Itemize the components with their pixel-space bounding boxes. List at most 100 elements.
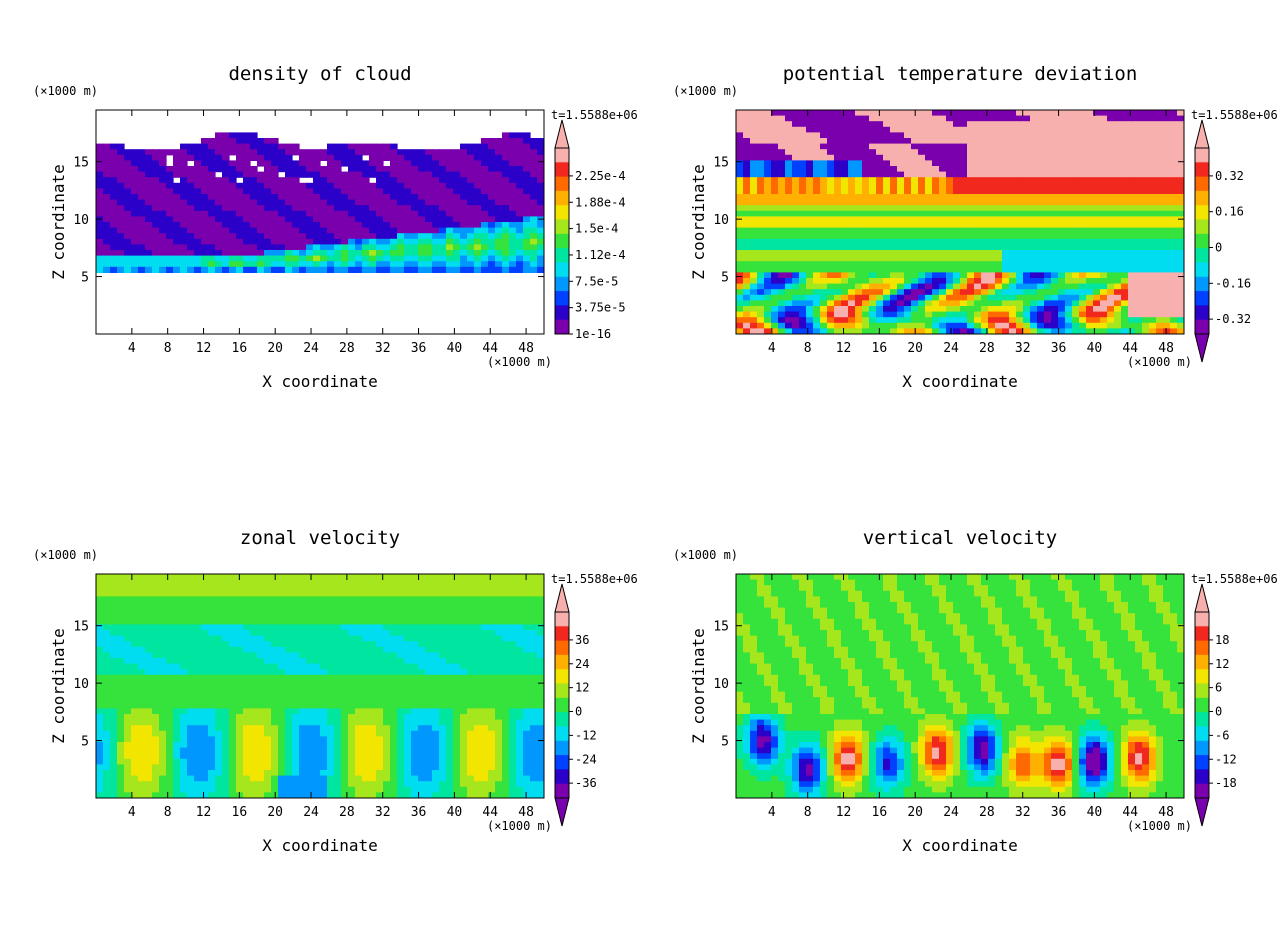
heatmap-cell [180, 607, 188, 614]
heatmap-cell [869, 138, 877, 145]
heatmap-cell [425, 618, 433, 625]
heatmap-cell [1065, 110, 1073, 117]
heatmap-cell [264, 590, 272, 597]
heatmap-cell [1121, 115, 1129, 122]
heatmap-cell [201, 618, 209, 625]
heatmap-cell [1128, 149, 1136, 156]
heatmap-cell [320, 613, 328, 620]
heatmap-cell [264, 182, 272, 189]
heatmap-cell [1135, 272, 1143, 279]
heatmap-cell [1121, 154, 1129, 161]
heatmap-cell [516, 602, 524, 609]
heatmap-cell [1009, 328, 1017, 334]
heatmap-cell [897, 283, 905, 290]
heatmap-cell [981, 238, 989, 245]
heatmap-cell [862, 132, 870, 139]
heatmap-cell [1114, 244, 1122, 251]
heatmap-cell [1065, 132, 1073, 139]
heatmap-cell [869, 199, 877, 206]
heatmap-cell [320, 624, 328, 631]
heatmap-cell [355, 624, 363, 631]
heatmap-cell [1023, 188, 1031, 195]
heatmap-cell [474, 166, 482, 173]
heatmap-cell [495, 255, 503, 262]
heatmap-cell [1142, 166, 1150, 173]
heatmap-cell [1156, 317, 1164, 324]
heatmap-cell [785, 233, 793, 240]
heatmap-cell [1128, 289, 1136, 296]
heatmap-cell [215, 166, 223, 173]
heatmap-cell [855, 278, 863, 285]
heatmap-cell [453, 590, 461, 597]
heatmap-cell [925, 250, 933, 257]
heatmap-cell [1156, 210, 1164, 217]
heatmap-cell [827, 138, 835, 145]
heatmap-cell [124, 194, 132, 201]
heatmap-cell [1177, 149, 1184, 156]
heatmap-cell [166, 596, 174, 603]
heatmap-cell [306, 160, 314, 167]
heatmap-cell [1079, 205, 1087, 212]
heatmap-cell [264, 250, 272, 257]
heatmap-cell [439, 182, 447, 189]
heatmap-cell [1149, 110, 1157, 117]
heatmap-cell [1107, 115, 1115, 122]
heatmap-cell [1121, 244, 1129, 251]
heatmap-cell [208, 590, 216, 597]
heatmap-cell [355, 216, 363, 223]
heatmap-cell [474, 596, 482, 603]
heatmap-cell [1023, 272, 1031, 279]
heatmap-cell [250, 624, 258, 631]
heatmap-cell [743, 266, 751, 273]
heatmap-cell [467, 182, 475, 189]
heatmap-cell [404, 590, 412, 597]
heatmap-cell [932, 294, 940, 301]
heatmap-cell [425, 154, 433, 161]
heatmap-cell [1051, 188, 1059, 195]
heatmap-cell [208, 166, 216, 173]
heatmap-cell [813, 278, 821, 285]
heatmap-cell [1058, 126, 1066, 133]
heatmap-cell [1058, 233, 1066, 240]
heatmap-cell [855, 205, 863, 212]
heatmap-cell [180, 635, 188, 642]
heatmap-cell [1114, 272, 1122, 279]
heatmap-cell [257, 261, 265, 268]
heatmap-cell [771, 283, 779, 290]
heatmap-cell [432, 216, 440, 223]
heatmap-cell [834, 238, 842, 245]
heatmap-cell [1135, 171, 1143, 178]
heatmap-cell [96, 590, 104, 597]
heatmap-cell [502, 624, 510, 631]
heatmap-cell [488, 255, 496, 262]
heatmap-cell [460, 624, 468, 631]
heatmap-cell [1142, 278, 1150, 285]
heatmap-cell [813, 194, 821, 201]
heatmap-cell [278, 602, 286, 609]
heatmap-cell [988, 210, 996, 217]
heatmap-cell [946, 272, 954, 279]
heatmap-cell [806, 177, 814, 184]
heatmap-cell [488, 188, 496, 195]
heatmap-cell [152, 227, 160, 234]
heatmap-cell [110, 149, 118, 156]
heatmap-cell [1009, 311, 1017, 318]
heatmap-cell [320, 244, 328, 251]
heatmap-cell [925, 300, 933, 307]
heatmap-cell [1023, 149, 1031, 156]
heatmap-cell [743, 171, 751, 178]
heatmap-cell [1016, 233, 1024, 240]
heatmap-cell [124, 210, 132, 217]
heatmap-cell [1051, 300, 1059, 307]
heatmap-cell [1051, 322, 1059, 329]
heatmap-cell [904, 306, 912, 313]
heatmap-cell [778, 222, 786, 229]
heatmap-cell [974, 132, 982, 139]
heatmap-cell [855, 132, 863, 139]
heatmap-cell [1002, 289, 1010, 296]
heatmap-cell [313, 149, 321, 156]
heatmap-cell [1002, 132, 1010, 139]
heatmap-cell [904, 216, 912, 223]
heatmap-cell [194, 210, 202, 217]
heatmap-cell [897, 126, 905, 133]
